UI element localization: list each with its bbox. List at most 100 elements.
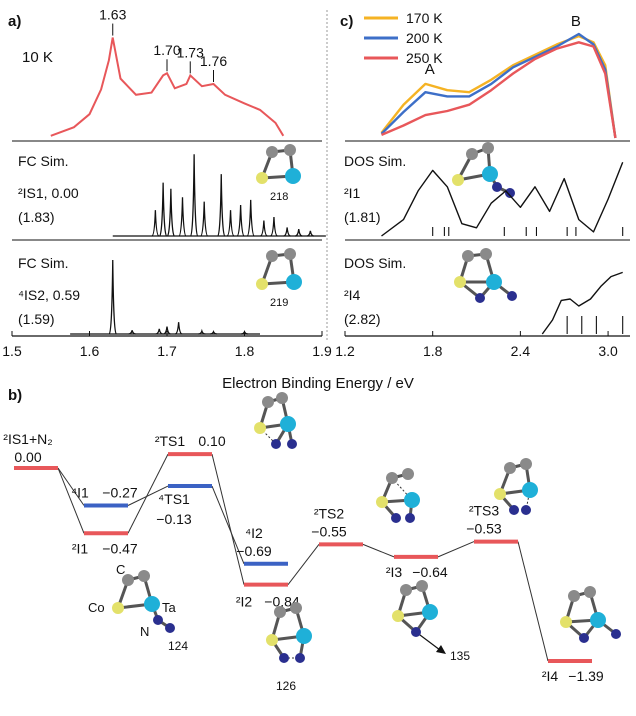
c-series-line-1	[380, 32, 617, 139]
a-sim1-peak-4	[189, 154, 199, 237]
atom-label-c: C	[116, 562, 125, 577]
a-peak-label-0: 1.63	[99, 7, 126, 23]
b-level-value-i1d: −0.47	[102, 540, 138, 556]
panel-c-ticks: 1.2 1.8 2.4 3.0	[335, 331, 618, 359]
panel-b-label: b)	[8, 387, 22, 404]
panel-a-label: a)	[8, 13, 21, 30]
a-xtick-label-0: 1.5	[2, 343, 22, 359]
panel-a: 10 K FC Sim. ²IS1, 0.00 (1.83) FC Sim. ⁴…	[2, 7, 332, 359]
b-level-name-ts1q: ⁴TS1	[158, 491, 190, 507]
c-series-line-0	[380, 34, 617, 139]
a-sim1-value: (1.83)	[18, 209, 55, 225]
a-xtick-label-1: 1.6	[80, 343, 100, 359]
panel-c-label: c)	[340, 13, 353, 30]
a-peak-label-2: 1.73	[177, 44, 204, 60]
b-levels: ²IS1+N₂ 0.00 ⁴I1 −0.27 ²I1 −0.47 ²TS1 0.10 ⁴TS1 −…	[3, 431, 604, 684]
panel-a-ticks: 1.5 1.6 1.7 1.8 1.9	[2, 331, 332, 359]
b-level-name-ts1d: ²TS1	[155, 433, 186, 449]
a-sim1-peak-11	[270, 217, 278, 237]
c-sim2-state: ²I4	[344, 287, 361, 303]
a-sim2-peak-2	[155, 328, 163, 335]
b-structure-i4	[560, 586, 621, 643]
legend: 170 K 200 K 250 K	[364, 10, 443, 66]
b-level-value-ts3: −0.53	[466, 521, 502, 537]
b-connection-6	[287, 544, 320, 585]
legend-label-0: 170 K	[406, 10, 443, 26]
a-sim1-peak-6	[217, 174, 226, 237]
b-level-name-i2d: ²I2	[236, 594, 253, 610]
a-sim1-peak-8	[236, 205, 245, 237]
a-xtick-label-4: 1.9	[312, 343, 332, 359]
b-structure-ts1	[254, 392, 297, 449]
a-peak-label-3: 1.76	[200, 53, 227, 69]
a-sim2-peak-3	[163, 326, 171, 335]
a-sim1-peak-14	[306, 230, 314, 237]
b-level-name-i4: ²I4	[542, 668, 559, 684]
b-level-name-i2q: ⁴I2	[245, 525, 263, 541]
c-structure-i1	[452, 142, 515, 198]
a-sim1-peak-5	[200, 201, 209, 237]
b-connection-2	[127, 485, 169, 506]
b-level-name-i1q: ⁴I1	[71, 484, 89, 500]
b-connection-8	[437, 541, 475, 558]
a-exp-temp-label: 10 K	[22, 49, 53, 66]
c-xtick-label-0: 1.2	[335, 343, 355, 359]
b-connection-3	[127, 453, 169, 534]
c-structure-i4	[454, 248, 517, 303]
b-connection-5	[211, 453, 245, 585]
atom-label-n: N	[140, 624, 149, 639]
c-sim1-state: ²I1	[344, 185, 361, 201]
c-sim1-curve	[381, 161, 624, 237]
b-level-value-ts1q: −0.13	[156, 511, 192, 527]
a-peak-label-1: 1.70	[153, 42, 180, 58]
b-level-value-ts2: −0.55	[311, 523, 347, 539]
b-level-name-i1d: ²I1	[72, 540, 89, 556]
b-level-value-i2q: −0.69	[236, 543, 272, 559]
b-level-value-ts1d: 0.10	[198, 433, 225, 449]
a-xtick-label-3: 1.8	[235, 343, 255, 359]
a-sim1-peak-0	[151, 210, 160, 237]
legend-label-1: 200 K	[406, 30, 443, 46]
a-sim1-peak-13	[295, 229, 303, 237]
c-sim2-curve	[541, 271, 623, 335]
a-sim1-peak-7	[226, 210, 235, 237]
b-connection-9	[517, 541, 549, 662]
b-connection-0	[57, 467, 85, 506]
b-level-name-ts3: ²TS3	[469, 503, 500, 519]
b-connections	[57, 453, 549, 662]
panel-b-energy-diagram: ²IS1+N₂ 0.00 ⁴I1 −0.27 ²I1 −0.47 ²TS1 0.10 ⁴TS1 −…	[3, 392, 621, 693]
x-axis-title: Electron Binding Energy / eV	[222, 375, 414, 392]
a-sim2-peak-1	[128, 330, 136, 335]
a-sim2-value: (1.59)	[18, 311, 55, 327]
a-sim2-peak-0	[108, 259, 117, 335]
structure-label-126: 126	[276, 679, 296, 693]
a-sim2-peak-7	[240, 330, 249, 335]
structure-label-135: 135	[450, 649, 470, 663]
c-sim1-title: DOS Sim.	[344, 153, 406, 169]
b-structure-ts2	[376, 468, 420, 523]
a-sim2-peak-5	[198, 328, 206, 335]
panel-a-plots: 1.63 1.701.731.76	[50, 7, 326, 335]
a-sim1-peak-2	[166, 188, 176, 237]
a-sim1-peak-10	[260, 220, 268, 237]
b-connection-1	[57, 467, 85, 534]
a-structure-218-label: 218	[270, 191, 288, 203]
b-connection-7	[362, 543, 395, 558]
a-sim1-peak-1	[158, 182, 168, 237]
a-sim1-state: ²IS1, 0.00	[18, 185, 79, 201]
b-level-name-is1: ²IS1+N₂	[3, 431, 52, 447]
b-structure-ts3	[494, 458, 538, 515]
structure-label-124: 124	[168, 639, 188, 653]
b-level-name-i3: ²I3	[386, 564, 403, 580]
a-sim2-peak-6	[209, 330, 218, 335]
panel-c-plots: AB	[380, 13, 624, 335]
a-structure-219: 219	[256, 248, 302, 309]
a-sim2-state: ⁴IS2, 0.59	[18, 287, 80, 303]
c-xtick-label-1: 1.8	[423, 343, 443, 359]
a-sim2-peak-4	[174, 322, 183, 335]
a-structure-218: 218	[256, 144, 301, 203]
c-sim1-value: (1.81)	[344, 209, 381, 225]
b-level-value-i1q: −0.27	[102, 484, 138, 500]
a-sim1-peak-3	[178, 197, 187, 237]
